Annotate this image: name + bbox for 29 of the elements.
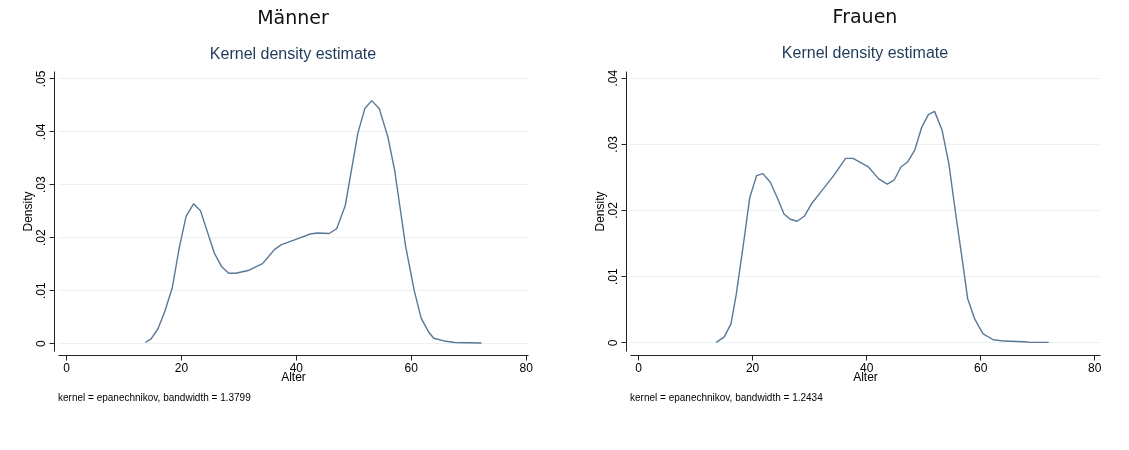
x-tick-label: 0 xyxy=(635,360,643,375)
chart-subtitle: Kernel density estimate xyxy=(209,45,377,63)
y-tick-label: .05 xyxy=(33,70,48,88)
chart-title: Männer xyxy=(257,6,329,29)
x-tick-label: 20 xyxy=(174,360,189,375)
y-axis-title: Density xyxy=(592,191,607,232)
y-tick-label: .04 xyxy=(33,123,48,141)
y-tick-label: 0 xyxy=(605,339,620,347)
text: kernel = epanechnikov, bandwidth = 1.2434 xyxy=(630,392,824,403)
y-tick-label: .01 xyxy=(33,281,48,299)
x-tick-label: 60 xyxy=(974,360,988,375)
y-tick-label: .02 xyxy=(605,201,620,219)
line-series xyxy=(715,110,1050,344)
y-tick-label: .02 xyxy=(33,229,48,247)
x-tick-label: 80 xyxy=(1088,360,1102,375)
text: kernel = epanechnikov, bandwidth = 1.3799 xyxy=(58,392,252,403)
chart-subtitle: Kernel density estimate xyxy=(781,44,949,62)
x-tick-label: 20 xyxy=(745,360,760,375)
y-tick-label: .01 xyxy=(605,268,620,286)
y-tick-label: .03 xyxy=(33,176,48,194)
x-tick-label: 60 xyxy=(404,360,419,375)
line-series xyxy=(144,99,483,344)
y-tick-label: .03 xyxy=(605,135,620,153)
chart-title: Frauen xyxy=(832,5,898,28)
y-axis-title: Density xyxy=(20,191,35,232)
y-tick-label: 0 xyxy=(33,339,48,347)
x-tick-label: 0 xyxy=(63,360,71,375)
x-tick-label: 80 xyxy=(519,360,534,375)
y-tick-label: .04 xyxy=(605,69,620,87)
